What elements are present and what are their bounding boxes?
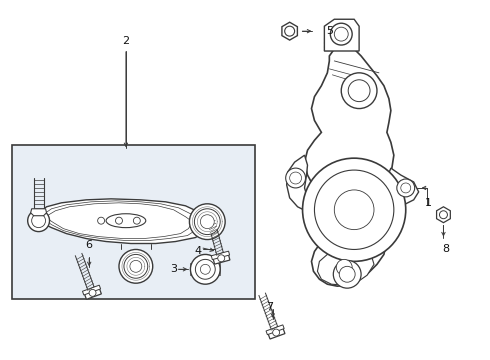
Polygon shape (266, 325, 284, 335)
Polygon shape (324, 19, 359, 51)
Polygon shape (268, 326, 285, 339)
Polygon shape (381, 168, 418, 205)
Circle shape (285, 26, 294, 36)
Text: 2: 2 (122, 36, 129, 46)
Circle shape (330, 23, 352, 45)
Circle shape (133, 217, 140, 224)
Bar (191, 264, 220, 275)
Circle shape (190, 204, 225, 239)
Ellipse shape (106, 214, 146, 228)
Polygon shape (287, 155, 308, 212)
Circle shape (130, 260, 142, 272)
Circle shape (98, 217, 104, 224)
Text: 5: 5 (326, 26, 333, 36)
Circle shape (302, 158, 406, 261)
Circle shape (196, 260, 215, 279)
Circle shape (200, 264, 210, 274)
Circle shape (89, 289, 96, 296)
Circle shape (334, 27, 348, 41)
Polygon shape (211, 251, 230, 260)
Circle shape (116, 217, 122, 224)
Polygon shape (305, 49, 399, 286)
Bar (12, 145, 255, 299)
Circle shape (191, 255, 220, 284)
Circle shape (286, 168, 306, 188)
Text: 7: 7 (266, 302, 273, 312)
Circle shape (200, 215, 214, 229)
Circle shape (339, 266, 355, 282)
Circle shape (401, 183, 411, 193)
Text: 4: 4 (195, 247, 202, 256)
Circle shape (272, 329, 280, 336)
Polygon shape (213, 252, 230, 264)
Text: 1: 1 (425, 198, 432, 208)
Ellipse shape (320, 134, 342, 162)
Text: 6: 6 (86, 240, 93, 251)
Polygon shape (37, 199, 210, 243)
Circle shape (333, 260, 361, 288)
Circle shape (28, 210, 49, 231)
Polygon shape (82, 285, 100, 295)
Circle shape (397, 179, 415, 197)
Circle shape (315, 170, 394, 249)
Text: 8: 8 (442, 244, 449, 255)
Circle shape (195, 209, 220, 235)
Circle shape (348, 80, 370, 102)
Polygon shape (282, 22, 297, 40)
Circle shape (119, 249, 153, 283)
Circle shape (290, 172, 301, 184)
Polygon shape (437, 207, 450, 223)
Circle shape (334, 190, 374, 230)
Circle shape (336, 260, 352, 275)
Ellipse shape (324, 138, 338, 158)
Polygon shape (318, 243, 374, 285)
Circle shape (32, 214, 46, 228)
Text: 3: 3 (170, 264, 177, 274)
Circle shape (218, 255, 225, 262)
Circle shape (124, 255, 148, 278)
Circle shape (440, 211, 447, 219)
Polygon shape (84, 287, 101, 299)
Circle shape (341, 73, 377, 109)
Polygon shape (31, 209, 47, 216)
